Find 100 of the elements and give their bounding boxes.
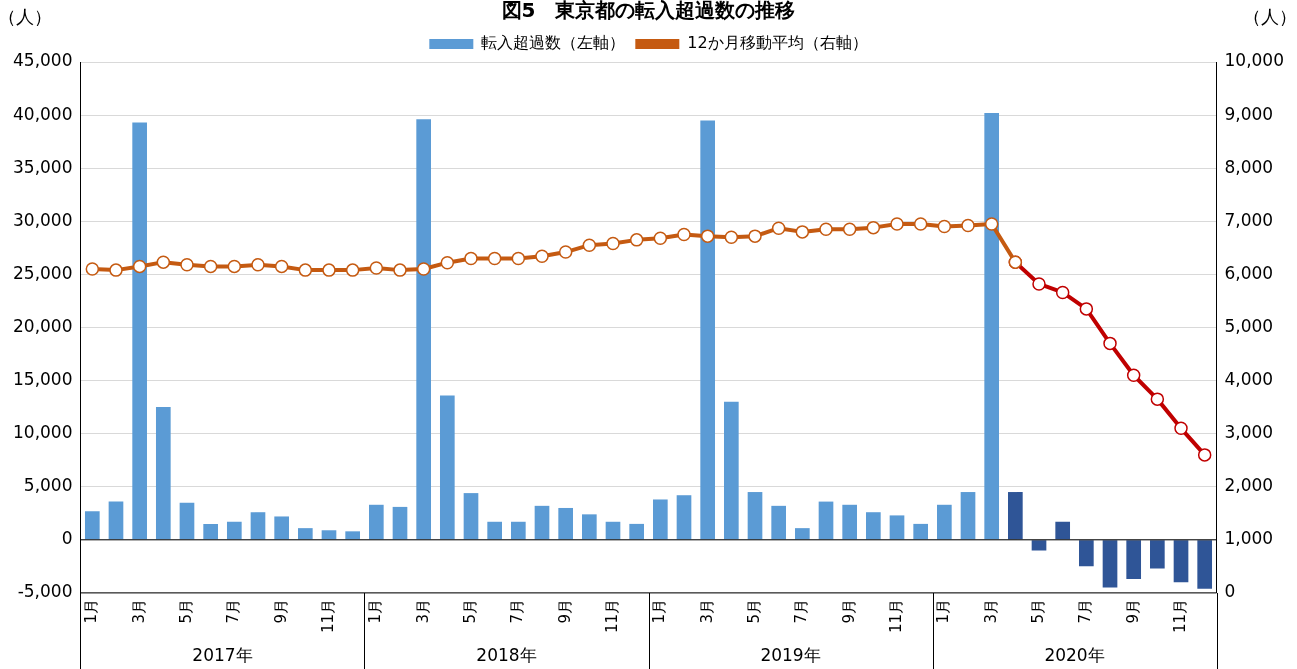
bar — [297, 528, 313, 540]
point — [606, 236, 620, 251]
point — [629, 233, 644, 247]
bar — [1079, 540, 1094, 567]
bar — [534, 505, 550, 540]
point — [961, 218, 975, 233]
bar — [818, 501, 834, 540]
point — [1197, 448, 1212, 462]
bar — [487, 521, 502, 540]
point — [1055, 285, 1070, 300]
x-tick-label: 7月 — [1076, 598, 1095, 624]
point — [322, 263, 336, 277]
x-tick-label: 11月 — [318, 598, 337, 634]
point — [464, 251, 478, 266]
bar — [226, 521, 242, 540]
y2-tick-label: 1,000 — [1224, 528, 1274, 549]
point — [393, 263, 407, 277]
y-tick-label: -5,000 — [17, 581, 73, 602]
x-tick-label: 3月 — [129, 598, 148, 624]
x-tick-label: 1月 — [82, 598, 101, 624]
bar — [179, 502, 195, 540]
point — [842, 222, 857, 236]
x-tick-label: 5月 — [1028, 598, 1047, 624]
text: 2020年 — [1044, 645, 1105, 666]
bar — [1150, 540, 1165, 569]
y-tick-label: 15,000 — [13, 368, 73, 389]
x-tick-label: 5月 — [460, 598, 479, 624]
y2-axis-title: （人） — [1243, 5, 1297, 27]
y-tick-label: 35,000 — [13, 156, 73, 177]
point — [85, 262, 100, 276]
bar — [937, 504, 952, 540]
point — [511, 251, 526, 266]
point — [558, 245, 573, 259]
x-tick-label: 9月 — [1123, 598, 1142, 624]
bar — [155, 407, 171, 540]
bar — [582, 514, 597, 540]
point — [440, 255, 455, 270]
bar — [676, 495, 692, 540]
bar — [605, 521, 621, 540]
bar — [274, 516, 289, 540]
x-tick-label: 1月 — [366, 598, 385, 624]
x-tick-label: 11月 — [886, 598, 905, 634]
point — [913, 217, 928, 231]
bar — [132, 122, 147, 540]
point — [677, 227, 691, 242]
x-tick-label: 5月 — [744, 598, 763, 624]
point — [369, 261, 384, 275]
bar — [510, 521, 526, 540]
point — [795, 225, 810, 239]
bar — [1031, 540, 1047, 551]
x-tick-label: 9月 — [555, 598, 574, 624]
bar — [203, 523, 218, 540]
bar — [558, 507, 573, 540]
y2-tick-label: 8,000 — [1224, 156, 1274, 177]
x-tick-label: 7月 — [792, 598, 811, 624]
text: 2017年 — [192, 645, 253, 666]
point — [416, 262, 431, 276]
point — [345, 263, 360, 277]
x-tick-label: 7月 — [224, 598, 243, 624]
bar — [321, 530, 337, 540]
bar — [747, 492, 763, 540]
point — [890, 217, 904, 231]
point — [1079, 302, 1094, 316]
bar — [1173, 540, 1189, 583]
bar — [439, 395, 455, 540]
bar — [416, 119, 431, 540]
y-tick-label: 40,000 — [13, 103, 73, 124]
point — [866, 220, 881, 235]
y-axis-title: （人） — [0, 5, 52, 27]
bar — [108, 501, 124, 540]
y2-tick-label: 0 — [1224, 581, 1236, 602]
bar — [84, 511, 100, 540]
bar — [1102, 540, 1118, 588]
y2-tick-label: 3,000 — [1224, 422, 1274, 443]
point — [1150, 392, 1165, 406]
bar — [700, 120, 716, 540]
bar — [984, 112, 1000, 540]
point — [535, 249, 549, 264]
bar — [463, 493, 479, 540]
y-tick-label: 10,000 — [13, 422, 73, 443]
x-tick-label: 9月 — [839, 598, 858, 624]
point — [109, 263, 123, 277]
bar — [1008, 492, 1023, 540]
bar — [345, 531, 360, 540]
bar — [795, 528, 810, 540]
bar — [1055, 521, 1071, 540]
bar — [1197, 540, 1213, 589]
x-tick-label: 1月 — [650, 598, 669, 624]
bar — [1126, 540, 1142, 580]
y2-tick-label: 10,000 — [1224, 50, 1284, 71]
bar — [960, 492, 976, 540]
point — [251, 258, 265, 272]
point — [487, 251, 502, 266]
point — [582, 238, 597, 252]
y-tick-label: 20,000 — [13, 315, 73, 336]
bar — [368, 504, 384, 540]
x-tick-label: 9月 — [271, 598, 290, 624]
bar — [913, 523, 929, 540]
bar — [392, 506, 408, 540]
point — [1032, 277, 1046, 291]
